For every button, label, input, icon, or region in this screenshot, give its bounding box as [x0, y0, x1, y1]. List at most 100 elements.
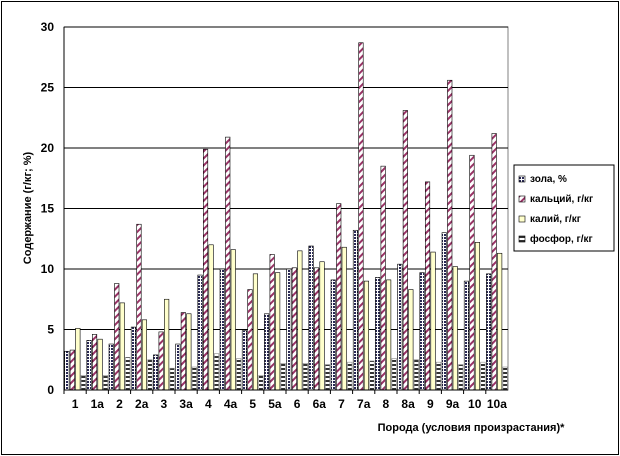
y-tick-label: 0	[47, 383, 54, 397]
bar	[291, 267, 297, 391]
bar	[469, 154, 475, 391]
x-tick-label: 8a	[401, 397, 415, 411]
bar	[130, 326, 136, 391]
bar	[125, 357, 131, 391]
bar	[319, 261, 325, 391]
bar	[247, 289, 253, 391]
bar	[502, 366, 508, 391]
x-tick-label: 1a	[91, 397, 105, 411]
bar	[119, 302, 125, 391]
bar	[358, 42, 364, 391]
legend-entry: кальций, г/кг	[530, 194, 593, 205]
bar	[452, 266, 458, 391]
x-tick-label: 9a	[446, 397, 460, 411]
bar	[158, 331, 164, 391]
bar	[186, 313, 192, 391]
bar	[330, 279, 336, 391]
x-tick-label: 3	[161, 397, 168, 411]
bar	[347, 361, 353, 391]
bar	[147, 359, 153, 391]
bar	[236, 358, 242, 391]
legend-swatch	[518, 215, 526, 223]
y-tick-label: 20	[41, 141, 55, 155]
bar	[391, 358, 397, 391]
bar	[164, 298, 170, 391]
bar	[375, 277, 381, 391]
y-tick-label: 30	[41, 20, 55, 34]
bar	[275, 272, 281, 391]
legend-swatch	[518, 235, 526, 243]
bar	[441, 232, 447, 391]
bar	[97, 338, 103, 391]
x-tick-label: 4	[205, 397, 212, 411]
y-tick-label: 10	[41, 262, 55, 276]
bar	[402, 110, 408, 391]
bar	[435, 361, 442, 391]
bar	[380, 165, 386, 391]
legend-entry: калий, г/кг	[530, 214, 581, 225]
bar	[103, 375, 109, 391]
bar	[153, 354, 159, 391]
y-tick-label: 15	[41, 202, 55, 216]
bar	[141, 319, 147, 391]
bar	[324, 364, 331, 391]
bar	[419, 272, 425, 391]
x-tick-label: 7	[338, 397, 345, 411]
y-tick-label: 25	[41, 81, 55, 95]
bar	[64, 350, 70, 391]
bar	[302, 363, 308, 391]
bar	[264, 313, 270, 391]
x-axis-title: Порода (условия произрастания)*	[378, 422, 566, 434]
legend-entry: зола, %	[530, 174, 567, 185]
axes	[63, 27, 508, 394]
bar	[386, 279, 392, 391]
bar	[424, 181, 431, 391]
x-tick-label: 8	[383, 397, 390, 411]
bar	[308, 245, 314, 391]
bar	[341, 246, 347, 391]
y-tick-label: 5	[47, 323, 54, 337]
bar	[258, 375, 264, 391]
bar	[486, 273, 492, 391]
bar	[408, 289, 414, 391]
bar	[136, 223, 142, 391]
bar	[286, 268, 292, 391]
bar	[252, 273, 258, 391]
x-tick-label: 6a	[313, 397, 327, 411]
bar	[86, 340, 92, 391]
x-tick-label: 5	[249, 397, 256, 411]
bar	[80, 375, 86, 391]
x-tick-label: 1	[72, 397, 79, 411]
bar	[214, 353, 220, 391]
legend-swatch	[518, 195, 526, 203]
legend-swatch	[518, 175, 526, 183]
bar	[69, 349, 75, 391]
bar	[208, 244, 214, 391]
y-axis-title: Содержание (г/кг; %)	[22, 151, 34, 264]
x-tick-label: 5a	[268, 397, 282, 411]
bar	[75, 327, 81, 391]
legend-entry: фосфор, г/кг	[530, 233, 593, 245]
bar	[92, 334, 98, 391]
bar	[241, 330, 247, 391]
bar	[114, 283, 120, 391]
bar	[336, 203, 342, 391]
bar	[230, 249, 236, 391]
bar	[313, 267, 320, 391]
bar	[447, 79, 453, 391]
x-tick-label: 9	[427, 397, 434, 411]
bar	[191, 366, 197, 391]
bar	[413, 359, 419, 391]
x-tick-label: 2	[116, 397, 123, 411]
bar	[369, 360, 375, 391]
x-tick-label: 3a	[179, 397, 193, 411]
legend-box	[513, 164, 615, 252]
bar	[474, 242, 481, 391]
bar	[363, 280, 370, 391]
x-tick-labels: 1 1a 2 2a 3 3a 4 4a 5 5a 6 6a 7 7a 8 8a 9 9a 10 10a	[72, 397, 507, 411]
x-tick-label: 4a	[224, 397, 238, 411]
x-tick-label: 2a	[135, 397, 149, 411]
bar	[197, 274, 203, 391]
x-tick-label: 10	[468, 397, 482, 411]
